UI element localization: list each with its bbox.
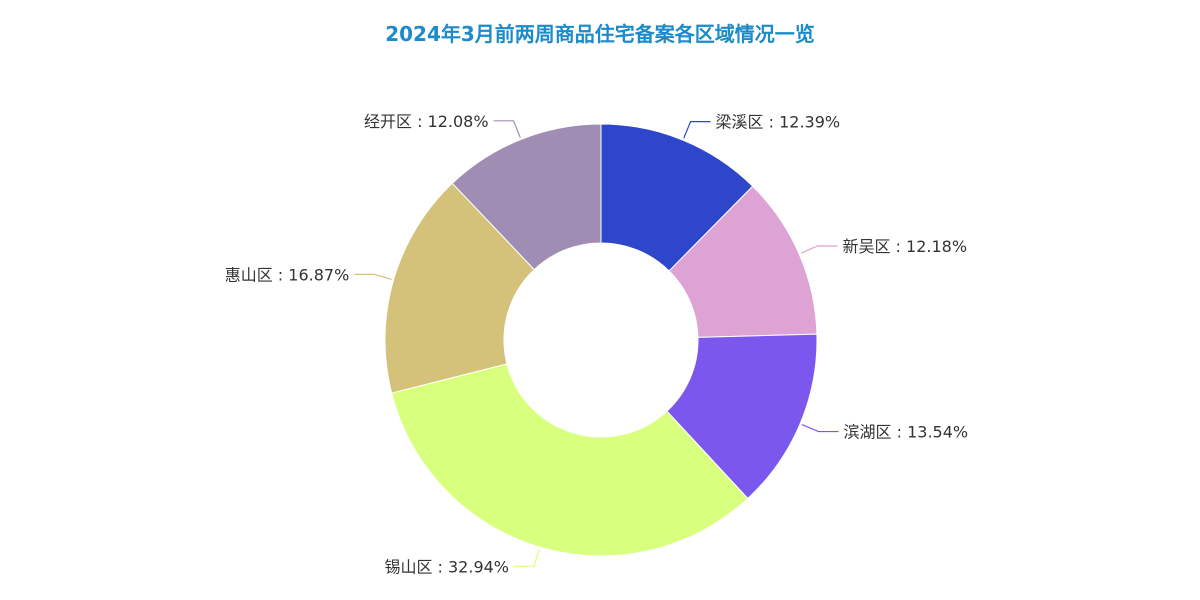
leader-line-4 — [514, 548, 540, 567]
slice-label-2: 新吴区 : 12.18% — [842, 237, 967, 256]
slice-label-4: 锡山区 : 32.94% — [384, 557, 509, 576]
slice-label-1: 梁溪区 : 12.39% — [716, 113, 841, 132]
slice-label-5: 惠山区 : 16.87% — [225, 265, 350, 284]
leader-line-3 — [801, 424, 839, 433]
leader-line-6 — [493, 120, 521, 138]
chart-title: 2024年3月前两周商品住宅备案各区域情况一览 — [385, 22, 815, 46]
slice-6[interactable] — [451, 123, 602, 271]
leader-line-2 — [800, 245, 838, 254]
leader-line-1 — [683, 121, 711, 139]
slice-3[interactable] — [666, 333, 818, 500]
slice-5[interactable] — [384, 182, 535, 394]
slice-label-3: 滨湖区 : 13.54% — [844, 423, 969, 442]
leader-line-5 — [354, 273, 392, 280]
slice-4[interactable] — [391, 363, 749, 557]
slice-label-6: 经开区 : 12.08% — [364, 112, 489, 131]
